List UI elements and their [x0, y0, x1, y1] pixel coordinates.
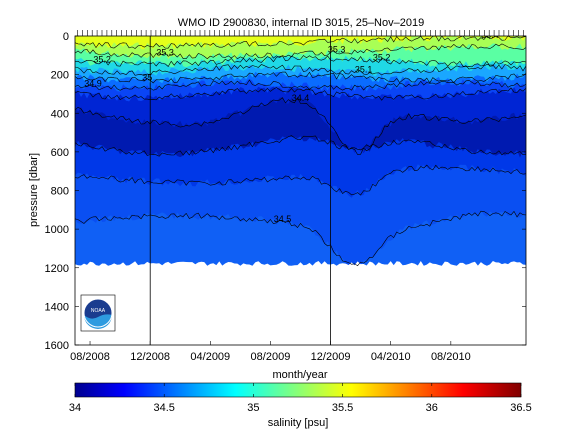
y-tick-label: 200 — [51, 70, 69, 82]
y-tick-label: 1000 — [45, 224, 69, 236]
y-tick-label: 1400 — [45, 301, 69, 313]
x-tick-label: 12/2009 — [311, 351, 351, 363]
contour-label: 35 — [142, 72, 152, 82]
x-tick-label: 08/2010 — [431, 351, 471, 363]
colorbar-tick-label: 34.5 — [153, 402, 174, 414]
colorbar-gradient — [74, 382, 522, 398]
y-tick-label: 1600 — [45, 340, 69, 352]
x-tick-label: 08/2009 — [251, 351, 291, 363]
colorbar-label: salinity [psu] — [268, 417, 329, 429]
contour-label: 35.3 — [156, 48, 174, 58]
y-tick-label: 600 — [51, 147, 69, 159]
y-axis: 0 200 400 600 800 1000 1200 1400 1600 — [45, 31, 526, 352]
colorbar: 34 34.5 35 35.5 36 36.5 salinity [psu] — [69, 382, 532, 429]
y-tick-label: 400 — [51, 108, 69, 120]
colorbar-tick-label: 35.5 — [332, 402, 353, 414]
contour-label: 35.4 — [481, 30, 499, 40]
contour-label: 34.5 — [274, 214, 292, 224]
vertical-markers — [149, 36, 332, 345]
noaa-logo: NOAA — [80, 294, 116, 332]
colorbar-ticks: 34 34.5 35 35.5 36 36.5 — [69, 383, 532, 414]
colorbar-tick-label: 36.5 — [510, 402, 531, 414]
profile-date-ticks — [77, 30, 524, 36]
x-axis: 08/2008 12/2008 04/2009 08/2009 12/2009 04/20… — [70, 341, 471, 363]
contour-label: 34.9 — [84, 79, 102, 89]
colorbar-tick-label: 34 — [69, 402, 81, 414]
salinity-heatmap — [75, 36, 526, 345]
contour-label: 35.2 — [93, 55, 111, 65]
x-axis-label: month/year — [272, 369, 327, 381]
colorbar-tick-label: 35 — [247, 402, 259, 414]
y-tick-label: 0 — [63, 31, 69, 43]
colorbar-tick-label: 36 — [426, 402, 438, 414]
x-tick-label: 12/2008 — [130, 351, 170, 363]
noaa-logo-text: NOAA — [91, 308, 106, 314]
contour-label: 35.1 — [355, 65, 373, 75]
x-tick-label: 04/2009 — [190, 351, 230, 363]
contour-label: 34.4 — [292, 93, 310, 103]
x-tick-label: 08/2008 — [70, 351, 110, 363]
chart-title: WMO ID 2900830, internal ID 3015, 25–Nov… — [178, 17, 424, 29]
salinity-band-34-5 — [75, 210, 526, 268]
no-data-region — [75, 261, 526, 345]
contour-label: 35.3 — [328, 45, 346, 55]
y-axis-label: pressure [dbar] — [28, 153, 40, 227]
y-tick-label: 1200 — [45, 263, 69, 275]
x-tick-label: 04/2010 — [371, 351, 411, 363]
contour-label: 35.2 — [373, 53, 391, 63]
y-tick-label: 800 — [51, 186, 69, 198]
